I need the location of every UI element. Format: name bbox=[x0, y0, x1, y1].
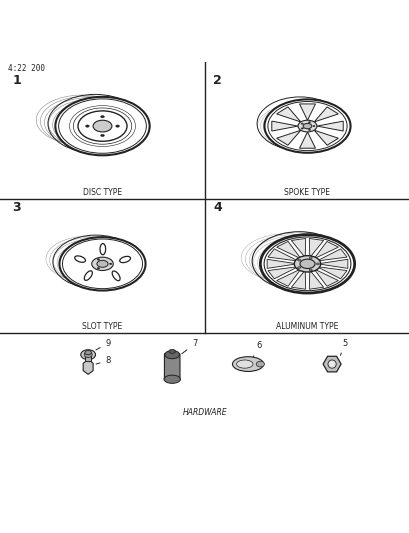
Ellipse shape bbox=[97, 268, 99, 269]
Text: 9: 9 bbox=[96, 338, 110, 350]
FancyBboxPatch shape bbox=[164, 353, 180, 381]
Polygon shape bbox=[316, 249, 346, 261]
Polygon shape bbox=[316, 121, 342, 131]
Text: 2: 2 bbox=[213, 74, 221, 87]
Ellipse shape bbox=[232, 357, 263, 372]
Ellipse shape bbox=[169, 349, 175, 353]
Text: ALUMINUM TYPE: ALUMINUM TYPE bbox=[276, 322, 338, 331]
Polygon shape bbox=[276, 107, 300, 122]
Ellipse shape bbox=[78, 111, 127, 141]
Ellipse shape bbox=[97, 259, 99, 260]
Polygon shape bbox=[313, 107, 337, 122]
Ellipse shape bbox=[260, 235, 354, 293]
Polygon shape bbox=[299, 104, 315, 120]
Polygon shape bbox=[313, 241, 337, 259]
Text: DISC TYPE: DISC TYPE bbox=[83, 188, 122, 197]
Polygon shape bbox=[322, 356, 340, 372]
Ellipse shape bbox=[164, 351, 179, 359]
Ellipse shape bbox=[264, 99, 350, 153]
Ellipse shape bbox=[115, 125, 119, 127]
Text: 7: 7 bbox=[181, 340, 197, 354]
Ellipse shape bbox=[92, 257, 113, 271]
Polygon shape bbox=[276, 269, 300, 286]
Text: SLOT TYPE: SLOT TYPE bbox=[82, 322, 122, 331]
Ellipse shape bbox=[55, 97, 149, 155]
Text: 1: 1 bbox=[12, 74, 21, 87]
Ellipse shape bbox=[109, 263, 112, 264]
Ellipse shape bbox=[297, 266, 300, 269]
Ellipse shape bbox=[236, 360, 252, 368]
Ellipse shape bbox=[59, 237, 145, 290]
Ellipse shape bbox=[299, 259, 314, 269]
Polygon shape bbox=[317, 259, 347, 269]
Ellipse shape bbox=[327, 360, 335, 368]
Ellipse shape bbox=[297, 259, 300, 261]
FancyBboxPatch shape bbox=[85, 353, 91, 361]
Ellipse shape bbox=[294, 256, 320, 272]
Polygon shape bbox=[299, 132, 315, 148]
Ellipse shape bbox=[302, 124, 311, 129]
Ellipse shape bbox=[308, 122, 310, 123]
Text: 3: 3 bbox=[12, 201, 21, 214]
Ellipse shape bbox=[85, 125, 89, 127]
Text: 6: 6 bbox=[253, 342, 261, 357]
Ellipse shape bbox=[81, 350, 95, 360]
Ellipse shape bbox=[312, 125, 314, 127]
Ellipse shape bbox=[84, 352, 92, 358]
Ellipse shape bbox=[301, 123, 303, 124]
Ellipse shape bbox=[93, 120, 112, 132]
Polygon shape bbox=[313, 269, 337, 286]
Polygon shape bbox=[308, 270, 323, 289]
Text: 5: 5 bbox=[339, 338, 347, 356]
Ellipse shape bbox=[256, 361, 264, 367]
Text: 8: 8 bbox=[96, 356, 110, 365]
Polygon shape bbox=[276, 241, 300, 259]
Polygon shape bbox=[276, 130, 300, 145]
Ellipse shape bbox=[308, 269, 311, 271]
Text: 4: 4 bbox=[213, 201, 221, 214]
Polygon shape bbox=[313, 130, 337, 145]
Polygon shape bbox=[291, 238, 305, 257]
Ellipse shape bbox=[301, 128, 303, 129]
Ellipse shape bbox=[308, 129, 310, 131]
Ellipse shape bbox=[164, 375, 180, 383]
Polygon shape bbox=[291, 270, 305, 289]
Text: 4:22 200: 4:22 200 bbox=[8, 63, 45, 72]
Polygon shape bbox=[271, 121, 297, 131]
Ellipse shape bbox=[85, 351, 91, 354]
Ellipse shape bbox=[297, 120, 316, 132]
Ellipse shape bbox=[100, 116, 104, 118]
Ellipse shape bbox=[316, 263, 319, 265]
Polygon shape bbox=[308, 238, 323, 257]
Ellipse shape bbox=[308, 257, 311, 259]
Ellipse shape bbox=[100, 134, 104, 136]
Polygon shape bbox=[83, 360, 93, 374]
Polygon shape bbox=[267, 249, 297, 261]
Polygon shape bbox=[267, 259, 297, 269]
Text: HARDWARE: HARDWARE bbox=[182, 408, 227, 417]
Ellipse shape bbox=[97, 260, 108, 268]
Polygon shape bbox=[316, 266, 346, 279]
Text: SPOKE TYPE: SPOKE TYPE bbox=[284, 188, 330, 197]
Polygon shape bbox=[267, 266, 297, 279]
